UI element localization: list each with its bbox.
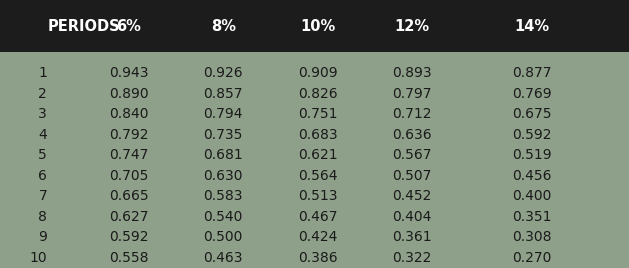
Text: 0.322: 0.322 (392, 251, 431, 265)
Text: 0.943: 0.943 (109, 66, 148, 80)
Text: 9: 9 (38, 230, 47, 244)
Text: 0.747: 0.747 (109, 148, 148, 162)
Text: 7: 7 (38, 189, 47, 203)
Text: 8: 8 (38, 210, 47, 224)
Text: 0.636: 0.636 (392, 128, 431, 142)
Text: 0.456: 0.456 (512, 169, 551, 183)
Text: 0.675: 0.675 (512, 107, 551, 121)
Text: 0.400: 0.400 (512, 189, 551, 203)
Text: 12%: 12% (394, 19, 430, 34)
Text: 0.592: 0.592 (109, 230, 148, 244)
Text: 0.513: 0.513 (298, 189, 337, 203)
Text: 0.909: 0.909 (298, 66, 337, 80)
Text: 0.665: 0.665 (109, 189, 148, 203)
Text: 6: 6 (38, 169, 47, 183)
Text: 0.270: 0.270 (512, 251, 551, 265)
Text: 0.794: 0.794 (204, 107, 243, 121)
Text: 0.826: 0.826 (298, 87, 337, 101)
Text: 0.467: 0.467 (298, 210, 337, 224)
Text: 0.519: 0.519 (512, 148, 551, 162)
Text: 8%: 8% (211, 19, 236, 34)
Text: 3: 3 (38, 107, 47, 121)
Text: 14%: 14% (514, 19, 549, 34)
Bar (0, 0, 629, 52)
Text: 1: 1 (38, 66, 47, 80)
Text: 0.857: 0.857 (204, 87, 243, 101)
Text: 0.893: 0.893 (392, 66, 431, 80)
Text: 0.681: 0.681 (203, 148, 243, 162)
Text: 0.540: 0.540 (204, 210, 243, 224)
Text: 2: 2 (38, 87, 47, 101)
Text: 0.592: 0.592 (512, 128, 551, 142)
Text: 10%: 10% (300, 19, 335, 34)
Text: 10: 10 (30, 251, 47, 265)
Text: 0.558: 0.558 (109, 251, 148, 265)
Text: 0.463: 0.463 (204, 251, 243, 265)
Text: 0.712: 0.712 (392, 107, 431, 121)
Text: 0.769: 0.769 (512, 87, 551, 101)
Text: 6%: 6% (116, 19, 142, 34)
Text: 4: 4 (38, 128, 47, 142)
Text: 0.683: 0.683 (298, 128, 337, 142)
Text: 0.926: 0.926 (204, 66, 243, 80)
Text: 0.621: 0.621 (298, 148, 337, 162)
Text: 0.507: 0.507 (392, 169, 431, 183)
Text: 0.404: 0.404 (392, 210, 431, 224)
Text: 0.877: 0.877 (512, 66, 551, 80)
Text: 0.361: 0.361 (392, 230, 431, 244)
Text: 0.890: 0.890 (109, 87, 148, 101)
Text: 0.627: 0.627 (109, 210, 148, 224)
Text: 0.751: 0.751 (298, 107, 337, 121)
Text: 0.792: 0.792 (109, 128, 148, 142)
Text: 0.583: 0.583 (204, 189, 243, 203)
Text: 0.564: 0.564 (298, 169, 337, 183)
Text: 0.351: 0.351 (512, 210, 551, 224)
Text: 5: 5 (38, 148, 47, 162)
Text: 0.308: 0.308 (512, 230, 551, 244)
Text: 0.735: 0.735 (204, 128, 243, 142)
Text: 0.452: 0.452 (392, 189, 431, 203)
Text: 0.386: 0.386 (298, 251, 337, 265)
Text: 0.705: 0.705 (109, 169, 148, 183)
Text: PERIODS: PERIODS (47, 19, 120, 34)
Text: 0.797: 0.797 (392, 87, 431, 101)
Text: 0.630: 0.630 (204, 169, 243, 183)
Text: 0.424: 0.424 (298, 230, 337, 244)
Text: 0.840: 0.840 (109, 107, 148, 121)
Text: 0.500: 0.500 (204, 230, 243, 244)
Text: 0.567: 0.567 (392, 148, 431, 162)
